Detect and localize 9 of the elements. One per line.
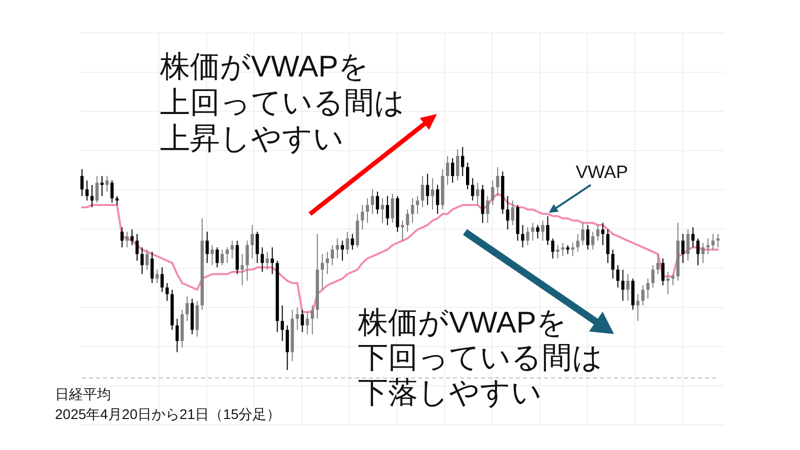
annotation: 株価がVWAPを — [358, 306, 568, 340]
annotation: 株価がVWAPを — [160, 50, 370, 84]
annotation: 下回っている間は — [358, 342, 603, 374]
annotation: 上昇しやすい — [160, 122, 344, 156]
series-name: VWAP — [576, 162, 628, 182]
annotation: 上回っている間は — [160, 86, 405, 120]
annotation: 2025年4月20日から21日（15分足） — [55, 406, 281, 422]
annotation: 下落しやすい — [358, 376, 542, 410]
annotation: 日経平均 — [55, 386, 111, 402]
